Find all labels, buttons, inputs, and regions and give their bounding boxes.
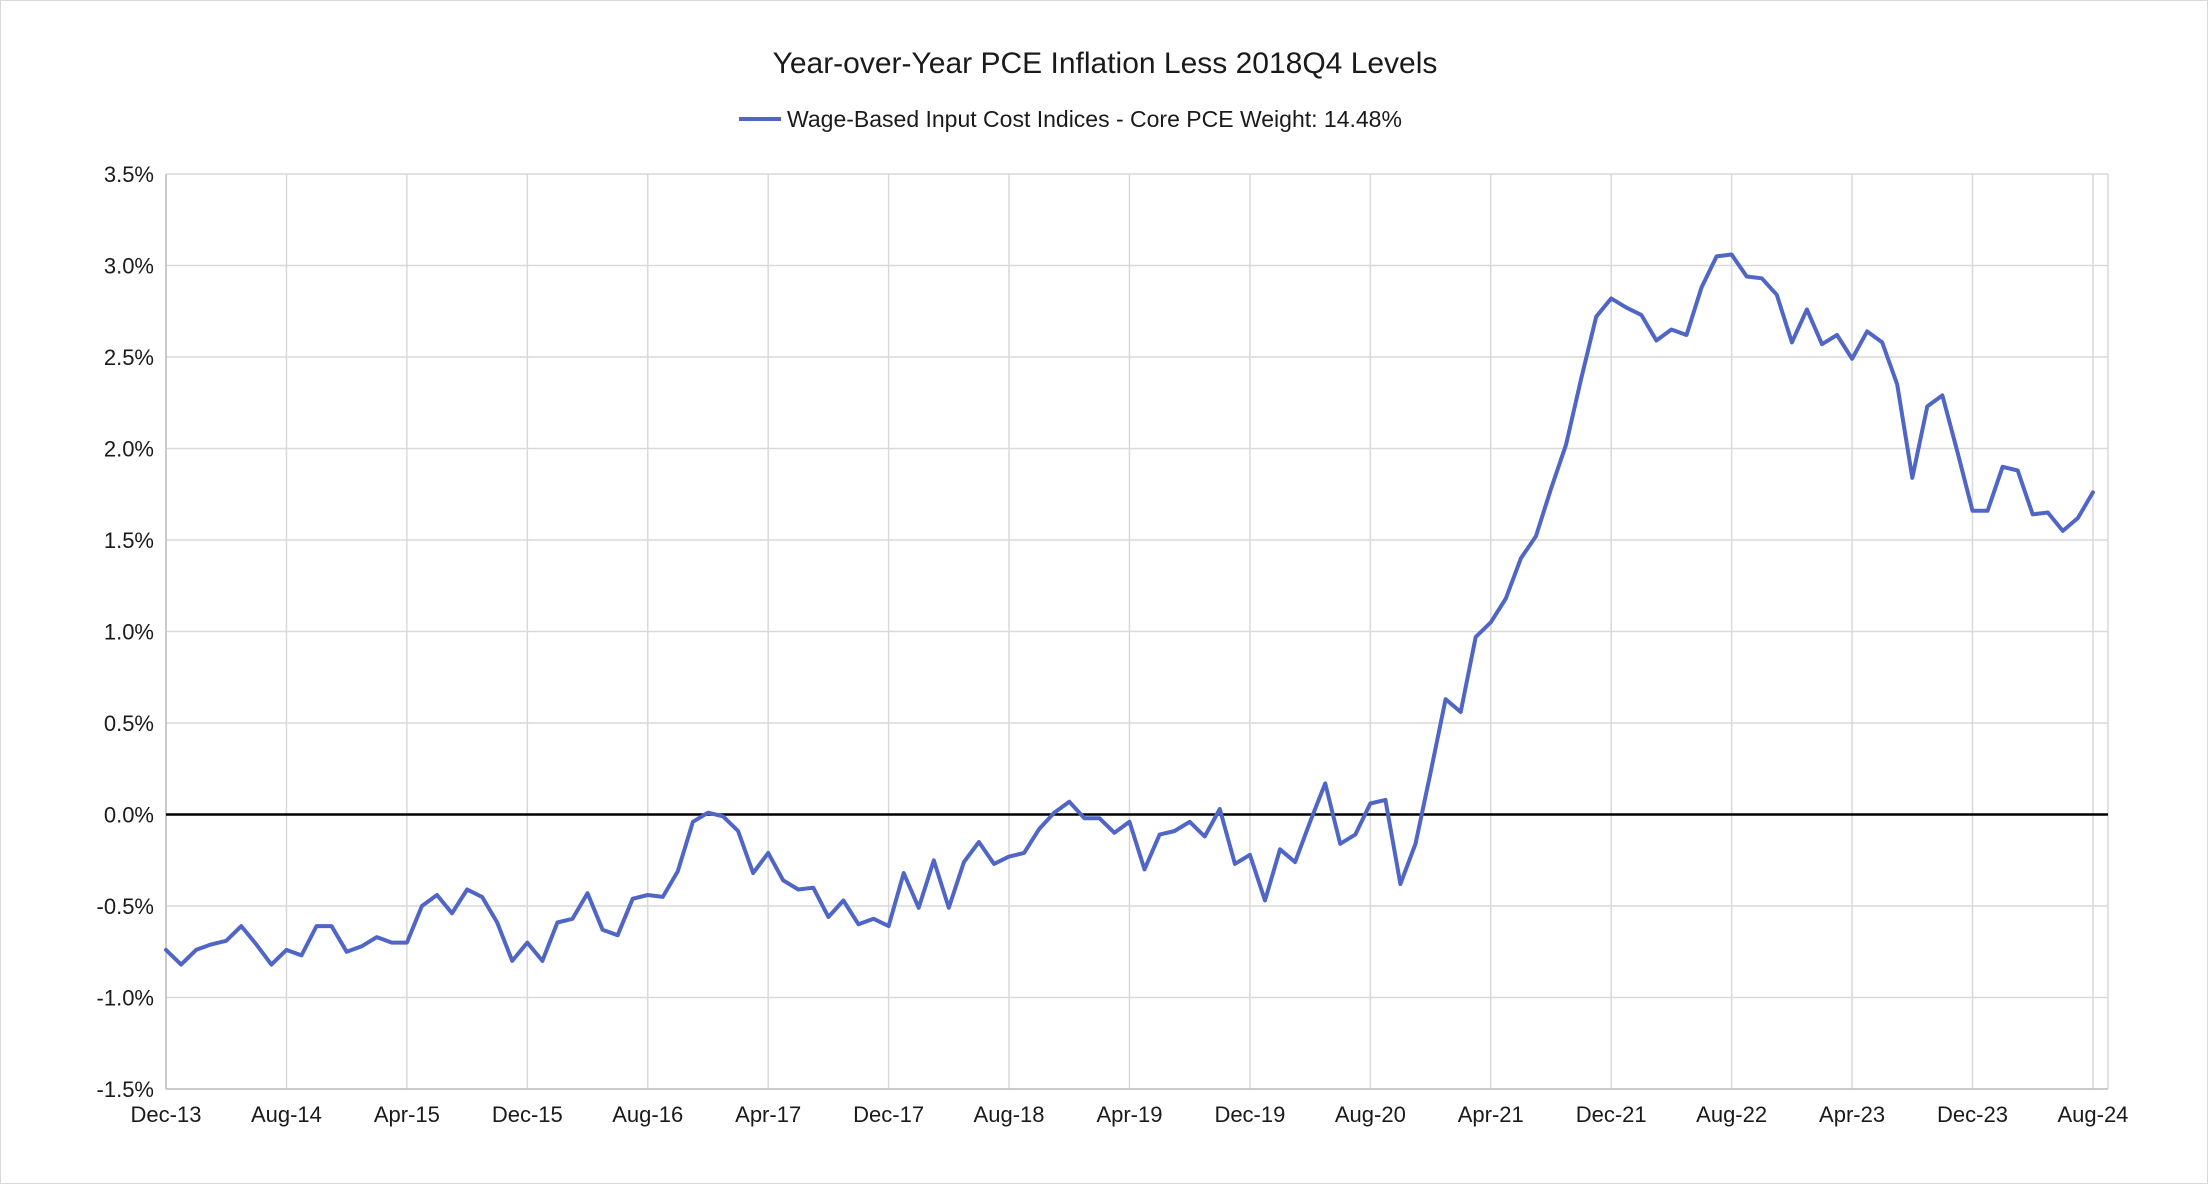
x-tick-label: Aug-18 [974,1102,1045,1127]
x-tick-label: Dec-21 [1576,1102,1647,1127]
y-tick-label: -0.5% [97,894,154,919]
y-axis-ticks: -1.5% -1.0% -0.5% 0.0% 0.5% 1.0% 1.5% 2.0% 2.5% 3… [97,162,154,1102]
x-tick-label: Apr-17 [735,1102,801,1127]
x-axis-ticks: Dec-13 Aug-14 Apr-15 Dec-15 Aug-16 Apr-17 Dec-… [131,1102,2129,1127]
y-tick-label: 0.5% [104,711,154,736]
y-tick-label: 2.5% [104,345,154,370]
series-line [164,252,2095,967]
x-tick-label: Dec-17 [853,1102,924,1127]
x-tick-label: Aug-24 [2057,1102,2128,1127]
legend: Wage-Based Input Cost Indices - Core PCE… [739,106,1402,132]
x-tick-label: Dec-19 [1214,1102,1285,1127]
x-tick-label: Aug-16 [612,1102,683,1127]
y-tick-label: 2.0% [104,437,154,462]
x-tick-label: Apr-19 [1096,1102,1162,1127]
x-tick-label: Aug-22 [1696,1102,1767,1127]
y-tick-label: -1.0% [97,986,154,1011]
x-tick-label: Apr-15 [374,1102,440,1127]
x-tick-label: Aug-20 [1335,1102,1406,1127]
x-tick-label: Apr-21 [1458,1102,1524,1127]
y-tick-label: 3.0% [104,254,154,279]
legend-label: Wage-Based Input Cost Indices - Core PCE… [787,106,1402,132]
gridlines [165,173,2109,1090]
y-tick-label: -1.5% [97,1077,154,1102]
x-tick-label: Aug-14 [251,1102,322,1127]
axes [165,174,2108,1090]
y-tick-label: 1.5% [104,528,154,553]
x-tick-label: Dec-15 [492,1102,563,1127]
chart-title: Year-over-Year PCE Inflation Less 2018Q4… [773,47,1438,80]
x-tick-label: Dec-23 [1937,1102,2008,1127]
y-tick-label: 1.0% [104,620,154,645]
x-tick-label: Apr-23 [1819,1102,1885,1127]
y-tick-label: 3.5% [104,162,154,187]
x-tick-label: Dec-13 [131,1102,202,1127]
y-tick-label: 0.0% [104,803,154,828]
series-layer [164,252,2095,967]
